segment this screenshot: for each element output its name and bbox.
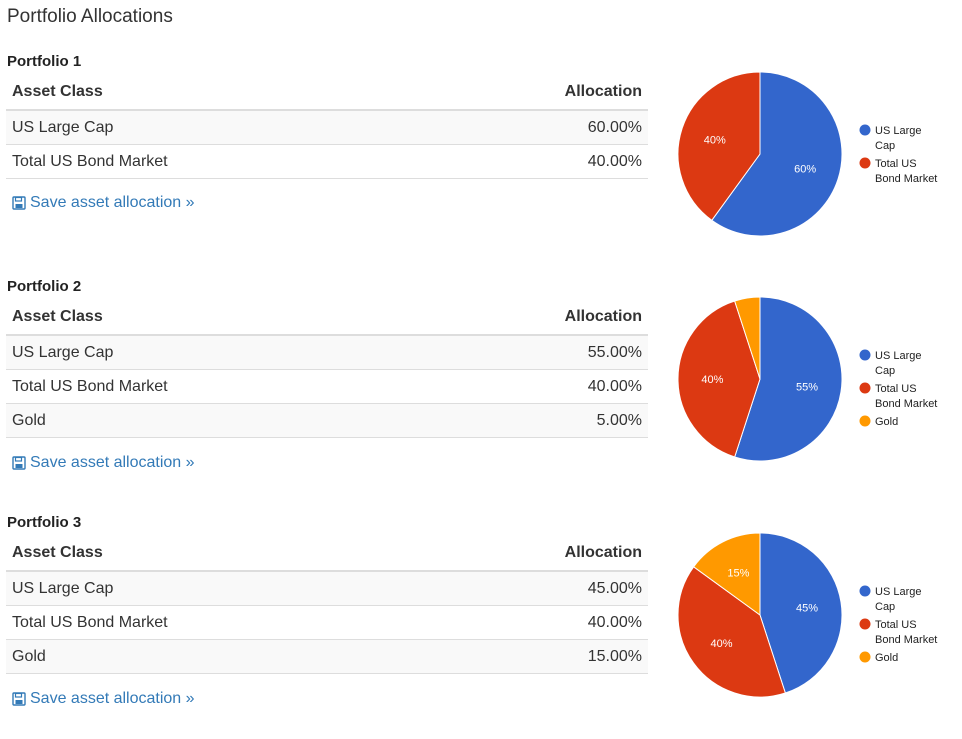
portfolio-title: Portfolio 2 xyxy=(7,278,82,295)
legend-label: Total US Bond Market xyxy=(875,158,937,185)
pie-slice-total-us-bond-market[interactable] xyxy=(677,71,761,222)
floppy-disk-icon xyxy=(12,196,26,210)
asset-class-header: Asset Class xyxy=(6,536,425,572)
asset-cell: Gold xyxy=(6,403,425,438)
table-row: Gold 5.00% xyxy=(6,403,648,438)
pie-slice-gold[interactable] xyxy=(692,532,761,616)
asset-class-header: Asset Class xyxy=(6,75,425,111)
asset-cell: US Large Cap xyxy=(6,335,425,370)
slice-label: 15% xyxy=(727,568,749,580)
legend-label: US Large Cap xyxy=(875,125,921,152)
save-link-label: Save asset allocation » xyxy=(30,690,195,707)
allocation-header: Allocation xyxy=(424,300,648,336)
table-row: US Large Cap 45.00% xyxy=(6,571,648,606)
allocation-pie-chart: 55% 40% US Large Cap Total US Bond Market Gold xyxy=(677,296,937,462)
table-row: Total US Bond Market 40.00% xyxy=(6,144,648,179)
allocation-pie-chart: 45% 40% 15% US Large Cap Total US Bond Market G… xyxy=(677,532,937,698)
allocation-cell: 55.00% xyxy=(424,335,648,370)
allocation-cell: 45.00% xyxy=(424,571,648,606)
slice-label: 40% xyxy=(704,134,726,146)
allocation-cell: 60.00% xyxy=(424,110,648,145)
legend-label: US Large Cap xyxy=(875,586,921,613)
legend-label: Gold xyxy=(875,416,898,428)
allocation-cell: 40.00% xyxy=(424,369,648,404)
save-allocation-link[interactable]: Save asset allocation » xyxy=(12,690,195,708)
legend-marker xyxy=(859,415,871,427)
legend-marker xyxy=(859,651,871,663)
legend-label: Total US Bond Market xyxy=(875,619,937,646)
asset-cell: Total US Bond Market xyxy=(6,369,425,404)
slice-label: 45% xyxy=(796,603,818,615)
portfolio-section-2: Portfolio 2 Asset Class Allocation US La… xyxy=(0,278,962,503)
legend-label: Gold xyxy=(875,652,898,664)
legend-marker xyxy=(859,382,871,394)
save-allocation-link[interactable]: Save asset allocation » xyxy=(12,194,195,212)
asset-cell: Total US Bond Market xyxy=(6,144,425,179)
legend-label: Total US Bond Market xyxy=(875,383,937,410)
slice-label: 55% xyxy=(796,381,818,393)
legend-label: US Large Cap xyxy=(875,350,921,377)
floppy-disk-icon xyxy=(12,692,26,706)
save-allocation-link[interactable]: Save asset allocation » xyxy=(12,454,195,472)
portfolio-section-1: Portfolio 1 Asset Class Allocation US La… xyxy=(0,53,962,278)
allocation-table: Asset Class Allocation US Large Cap 60.0… xyxy=(6,75,648,179)
allocation-cell: 40.00% xyxy=(424,605,648,640)
allocation-pie-chart: 60% 40% US Large Cap Total US Bond Market xyxy=(677,71,937,237)
portfolio-section-3: Portfolio 3 Asset Class Allocation US La… xyxy=(0,514,962,739)
asset-cell: US Large Cap xyxy=(6,110,425,145)
allocation-table: Asset Class Allocation US Large Cap 45.0… xyxy=(6,536,648,674)
pie-slice-us-large-cap[interactable] xyxy=(759,532,843,694)
table-header-row: Asset Class Allocation xyxy=(6,75,648,111)
pie-slice-total-us-bond-market[interactable] xyxy=(677,566,786,698)
legend-marker xyxy=(859,124,871,136)
legend-marker xyxy=(859,618,871,630)
asset-cell: Gold xyxy=(6,639,425,674)
table-header-row: Asset Class Allocation xyxy=(6,300,648,336)
allocation-cell: 15.00% xyxy=(424,639,648,674)
slice-label: 60% xyxy=(794,164,816,176)
table-row: Gold 15.00% xyxy=(6,639,648,674)
page-title: Portfolio Allocations xyxy=(7,6,173,27)
asset-class-header: Asset Class xyxy=(6,300,425,336)
legend-marker xyxy=(859,585,871,597)
allocation-header: Allocation xyxy=(424,75,648,111)
pie-slice-gold[interactable] xyxy=(734,296,761,380)
pie-slice-total-us-bond-market[interactable] xyxy=(677,300,761,458)
portfolio-title: Portfolio 3 xyxy=(7,514,82,531)
slice-label: 40% xyxy=(710,638,732,650)
asset-cell: Total US Bond Market xyxy=(6,605,425,640)
floppy-disk-icon xyxy=(12,456,26,470)
pie-slice-us-large-cap[interactable] xyxy=(734,296,843,462)
save-link-label: Save asset allocation » xyxy=(30,454,195,471)
portfolio-title: Portfolio 1 xyxy=(7,53,82,70)
asset-cell: US Large Cap xyxy=(6,571,425,606)
save-link-label: Save asset allocation » xyxy=(30,194,195,211)
allocation-header: Allocation xyxy=(424,536,648,572)
table-row: US Large Cap 60.00% xyxy=(6,110,648,145)
allocation-cell: 5.00% xyxy=(424,403,648,438)
pie-slice-us-large-cap[interactable] xyxy=(711,71,843,237)
legend-marker xyxy=(859,157,871,169)
table-row: Total US Bond Market 40.00% xyxy=(6,605,648,640)
table-header-row: Asset Class Allocation xyxy=(6,536,648,572)
legend-marker xyxy=(859,349,871,361)
table-row: Total US Bond Market 40.00% xyxy=(6,369,648,404)
table-row: US Large Cap 55.00% xyxy=(6,335,648,370)
slice-label: 40% xyxy=(701,374,723,386)
allocation-table: Asset Class Allocation US Large Cap 55.0… xyxy=(6,300,648,438)
allocation-cell: 40.00% xyxy=(424,144,648,179)
